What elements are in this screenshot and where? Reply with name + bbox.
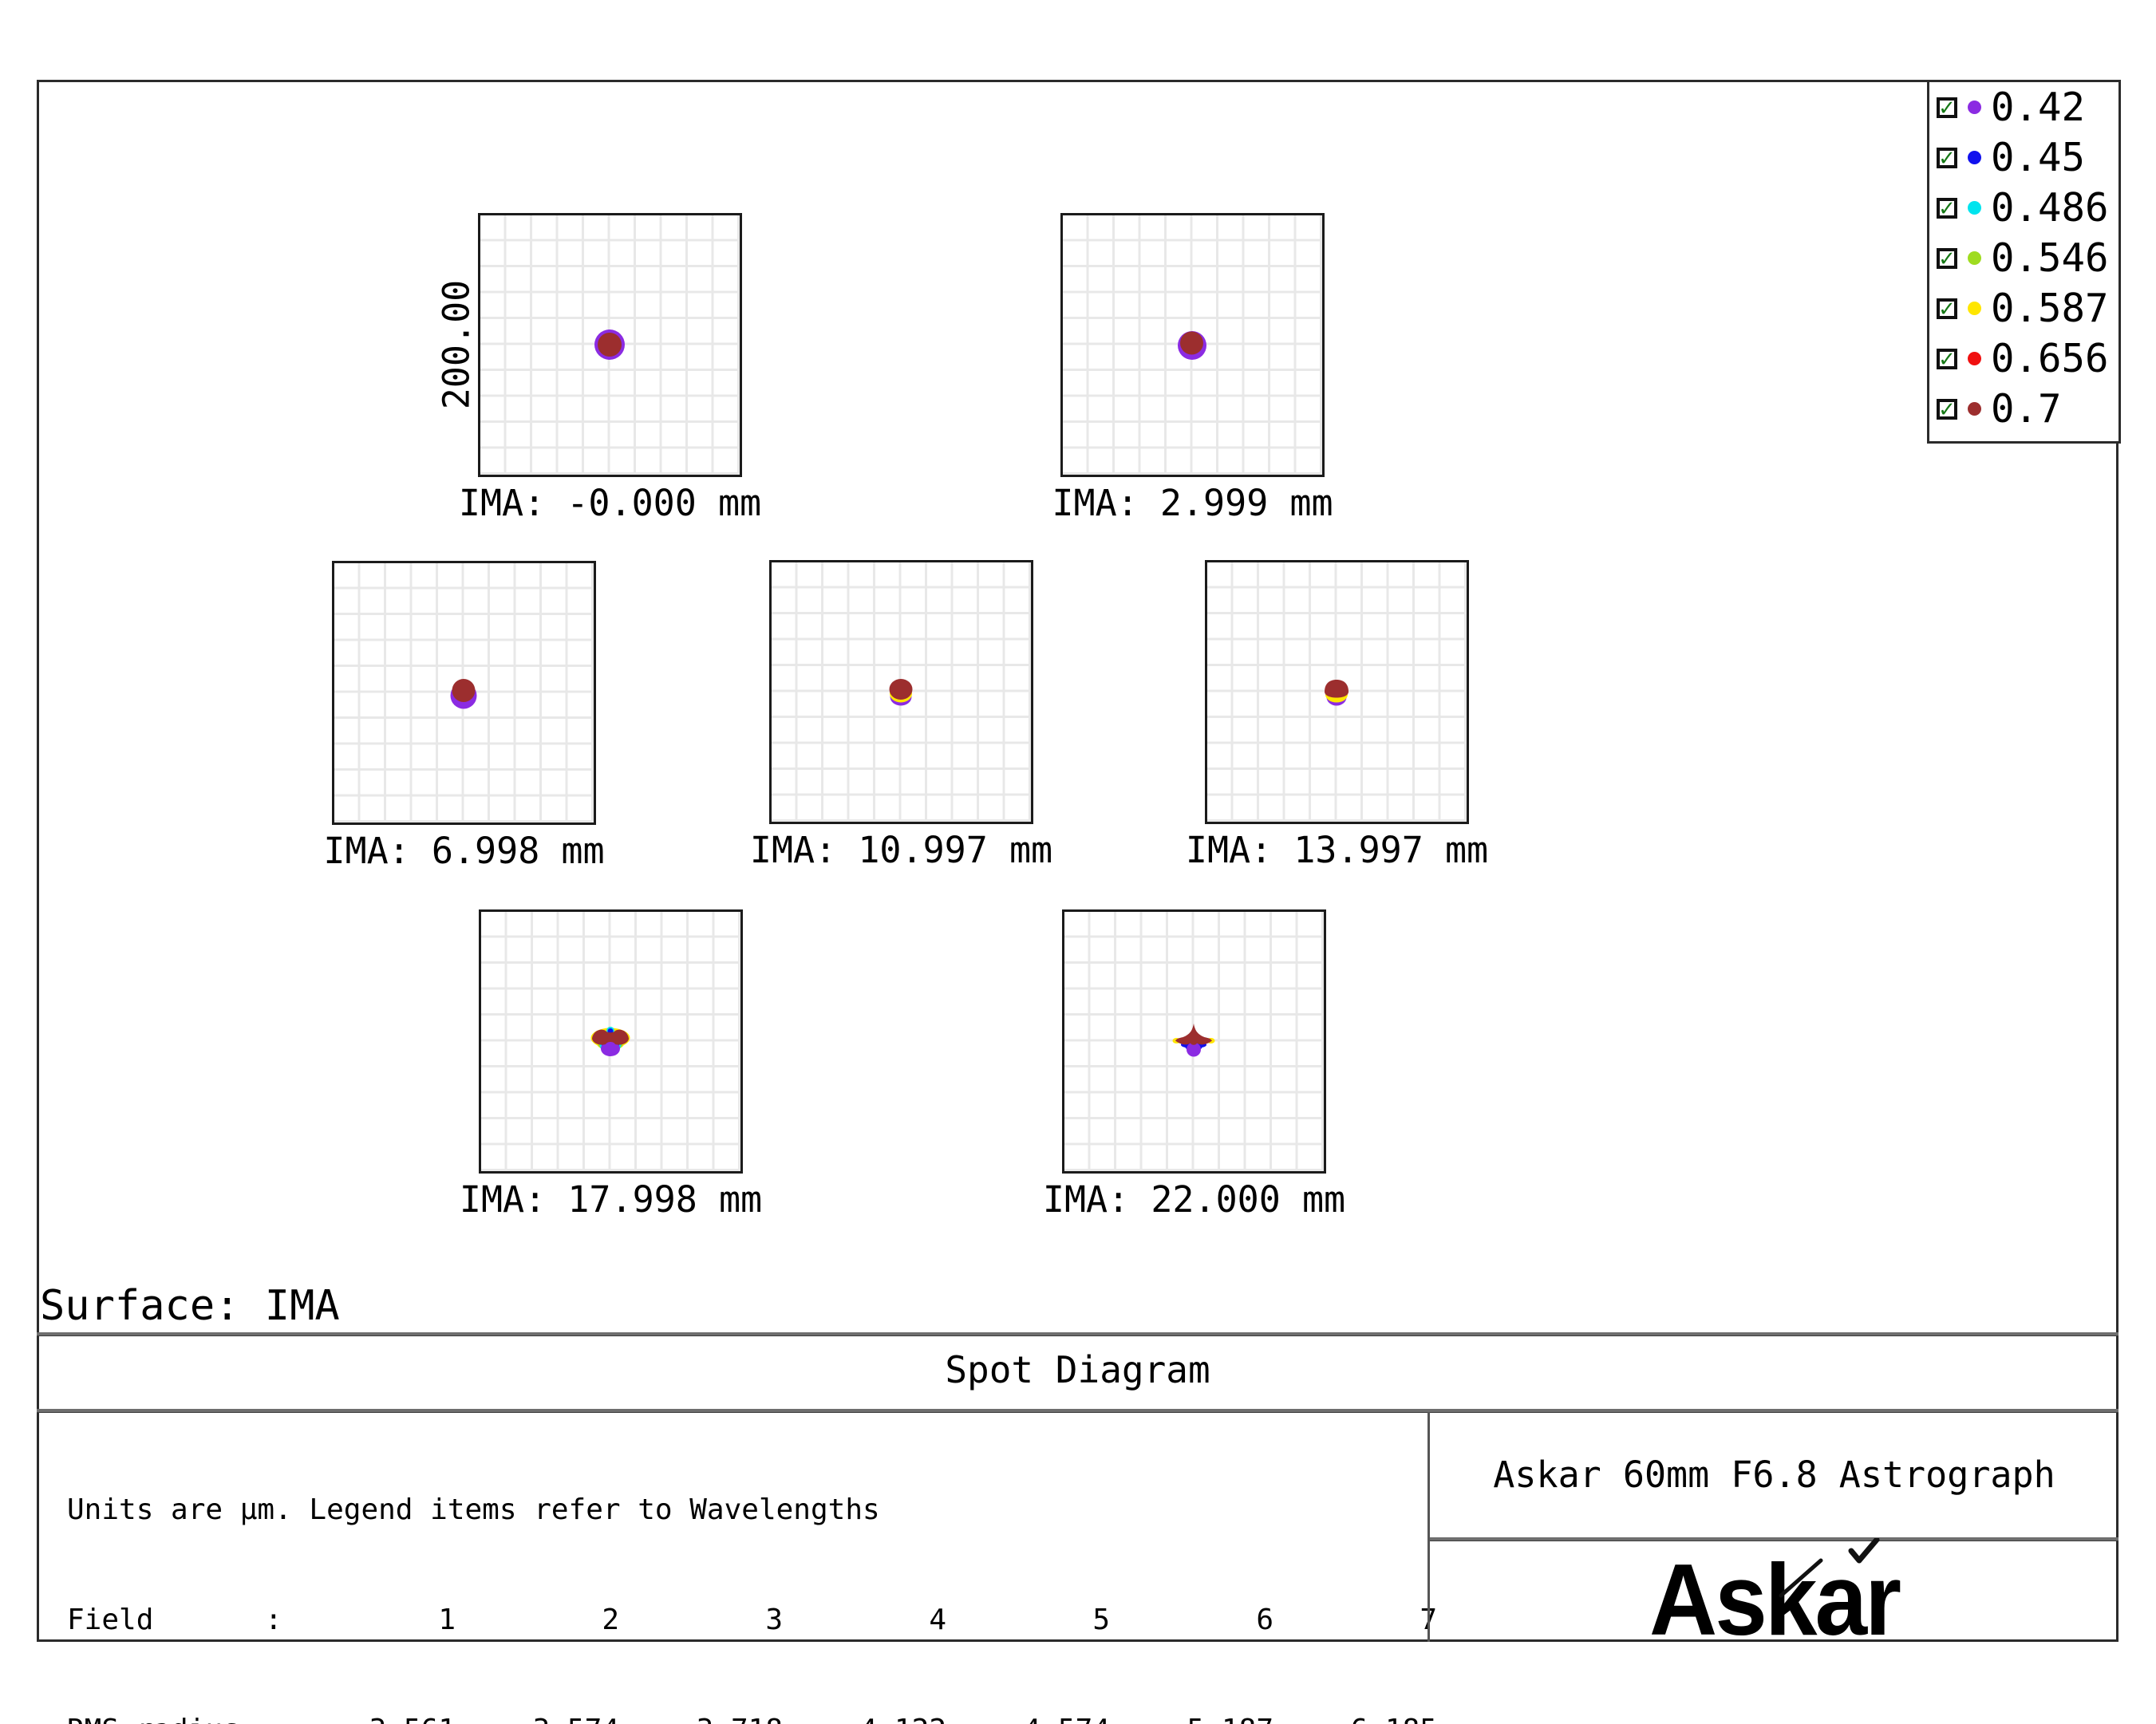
rms-value: 3.574 <box>456 1712 619 1724</box>
field-value: 6 <box>1256 1604 1273 1636</box>
spot-cluster <box>590 1027 630 1056</box>
ima-position-label: IMA: 22.000 mm <box>1042 1178 1346 1221</box>
ima-position-label: IMA: 17.998 mm <box>459 1178 763 1221</box>
row-label: RMS radius <box>67 1712 265 1724</box>
legend-item-0546: 0.546 <box>1929 233 2118 283</box>
ima-position-label: IMA: 2.999 mm <box>1052 482 1333 524</box>
legend-label: 0.42 <box>1991 85 2086 130</box>
spot-box-field-2: IMA: 2.999 mm <box>1052 213 1333 524</box>
spot-box-field-7: IMA: 22.000 mm <box>1043 909 1345 1221</box>
ima-position-label: IMA: -0.000 mm <box>458 482 762 524</box>
check-swoosh-icon <box>1848 1538 1880 1564</box>
scale-bar-label: 200.00 <box>435 279 478 410</box>
spot-grid <box>1205 560 1469 824</box>
divider-horizontal <box>1430 1537 2118 1541</box>
spot-box-field-6: IMA: 17.998 mm <box>460 909 762 1221</box>
rms-value: 3.718 <box>619 1712 783 1724</box>
legend-label: 0.546 <box>1991 235 2109 281</box>
surface-label: Surface: IMA <box>40 1282 340 1330</box>
checkbox-checked-icon[interactable] <box>1937 247 1957 269</box>
spot-box-field-4: IMA: 10.997 mm <box>750 560 1052 871</box>
spot-cluster <box>889 679 913 706</box>
spot-grid <box>478 213 742 477</box>
wavelength-dot-icon <box>1968 402 1981 416</box>
legend-item-0656: 0.656 <box>1929 333 2118 384</box>
wavelength-dot-icon <box>1968 201 1981 215</box>
field-row: Field : 1 2 3 4 5 6 7 <box>67 1602 1437 1639</box>
lens-title: Askar 60mm F6.8 Astrograph <box>1493 1454 2055 1496</box>
wavelength-dot-icon <box>1968 251 1981 265</box>
legend-item-0587: 0.587 <box>1929 283 2118 333</box>
spot-cluster <box>450 679 477 709</box>
units-note: Units are μm. Legend items refer to Wave… <box>67 1493 880 1526</box>
field-value: 7 <box>1273 1602 1437 1639</box>
spot-grid <box>1060 213 1325 477</box>
spot-grid <box>332 561 596 825</box>
rms-radius-row: RMS radius : 3.561 3.574 3.718 4.122 4.5… <box>67 1712 1437 1724</box>
spot-statistics: Units are μm. Legend items refer to Wave… <box>67 1418 1437 1724</box>
divider-vertical <box>1427 1412 1430 1642</box>
ima-position-label: IMA: 10.997 mm <box>749 829 1053 871</box>
ima-position-label: IMA: 13.997 mm <box>1185 829 1489 871</box>
field-value: 2 <box>602 1604 619 1636</box>
spot-box-field-1: IMA: -0.000 mm <box>459 213 761 524</box>
legend-item-0486: 0.486 <box>1929 183 2118 233</box>
spot-grid <box>769 560 1033 824</box>
legend-label: 0.486 <box>1991 185 2109 231</box>
checkbox-checked-icon[interactable] <box>1937 147 1957 168</box>
spot-grid <box>1062 909 1326 1174</box>
field-value: 5 <box>1092 1604 1110 1636</box>
rms-value: 3.561 <box>292 1712 456 1724</box>
checkbox-checked-icon[interactable] <box>1937 348 1957 369</box>
rms-value: 4.122 <box>783 1712 946 1724</box>
checkbox-checked-icon[interactable] <box>1937 97 1957 118</box>
field-value: 1 <box>438 1604 456 1636</box>
rms-value: 6.185 <box>1273 1712 1437 1724</box>
spot-box-field-5: IMA: 13.997 mm <box>1186 560 1488 871</box>
spot-cluster <box>1325 680 1348 706</box>
spot-cluster <box>1178 331 1206 360</box>
legend-label: 0.587 <box>1991 286 2109 331</box>
ima-position-label: IMA: 6.998 mm <box>323 830 605 872</box>
legend-item-07: 0.7 <box>1929 384 2118 434</box>
row-colon: : <box>265 1712 292 1724</box>
field-value: 3 <box>765 1604 783 1636</box>
separator-line <box>37 1409 2118 1413</box>
rms-value: 4.574 <box>946 1712 1110 1724</box>
legend-label: 0.656 <box>1991 336 2109 381</box>
page-title: Spot Diagram <box>945 1348 1210 1391</box>
row-colon: : <box>265 1604 282 1636</box>
spot-grid <box>479 909 743 1174</box>
wavelength-dot-icon <box>1968 151 1981 164</box>
figure-frame <box>37 80 2118 1642</box>
checkbox-checked-icon[interactable] <box>1937 298 1957 319</box>
checkbox-checked-icon[interactable] <box>1937 398 1957 420</box>
spot-box-field-3: IMA: 6.998 mm <box>323 561 605 872</box>
legend-label: 0.45 <box>1991 135 2086 180</box>
askar-logo: Askar <box>1649 1543 1901 1658</box>
separator-line <box>37 1332 2118 1336</box>
wavelength-dot-icon <box>1968 352 1981 365</box>
rocket-streak-icon <box>1779 1558 1823 1598</box>
wavelength-dot-icon <box>1968 101 1981 114</box>
wavelength-legend: 0.42 0.45 0.486 0.546 0.587 0.656 <box>1927 80 2121 444</box>
legend-item-045: 0.45 <box>1929 132 2118 183</box>
wavelength-dot-icon <box>1968 302 1981 315</box>
checkbox-checked-icon[interactable] <box>1937 197 1957 219</box>
rms-value: 5.187 <box>1110 1712 1273 1724</box>
legend-label: 0.7 <box>1991 386 2062 432</box>
spot-cluster <box>594 329 625 360</box>
row-label: Field <box>67 1604 154 1636</box>
legend-item-042: 0.42 <box>1929 82 2118 132</box>
field-value: 4 <box>929 1604 946 1636</box>
spot-cluster <box>1172 1024 1215 1057</box>
